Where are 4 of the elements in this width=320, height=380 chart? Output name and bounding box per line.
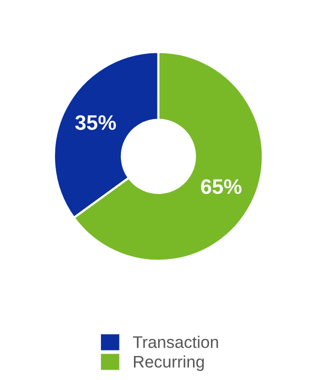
legend-label: Transaction [132,336,218,348]
legend-label: Recurring [134,355,204,371]
data-label: 65% [201,179,242,194]
data-label: 35% [75,115,116,130]
